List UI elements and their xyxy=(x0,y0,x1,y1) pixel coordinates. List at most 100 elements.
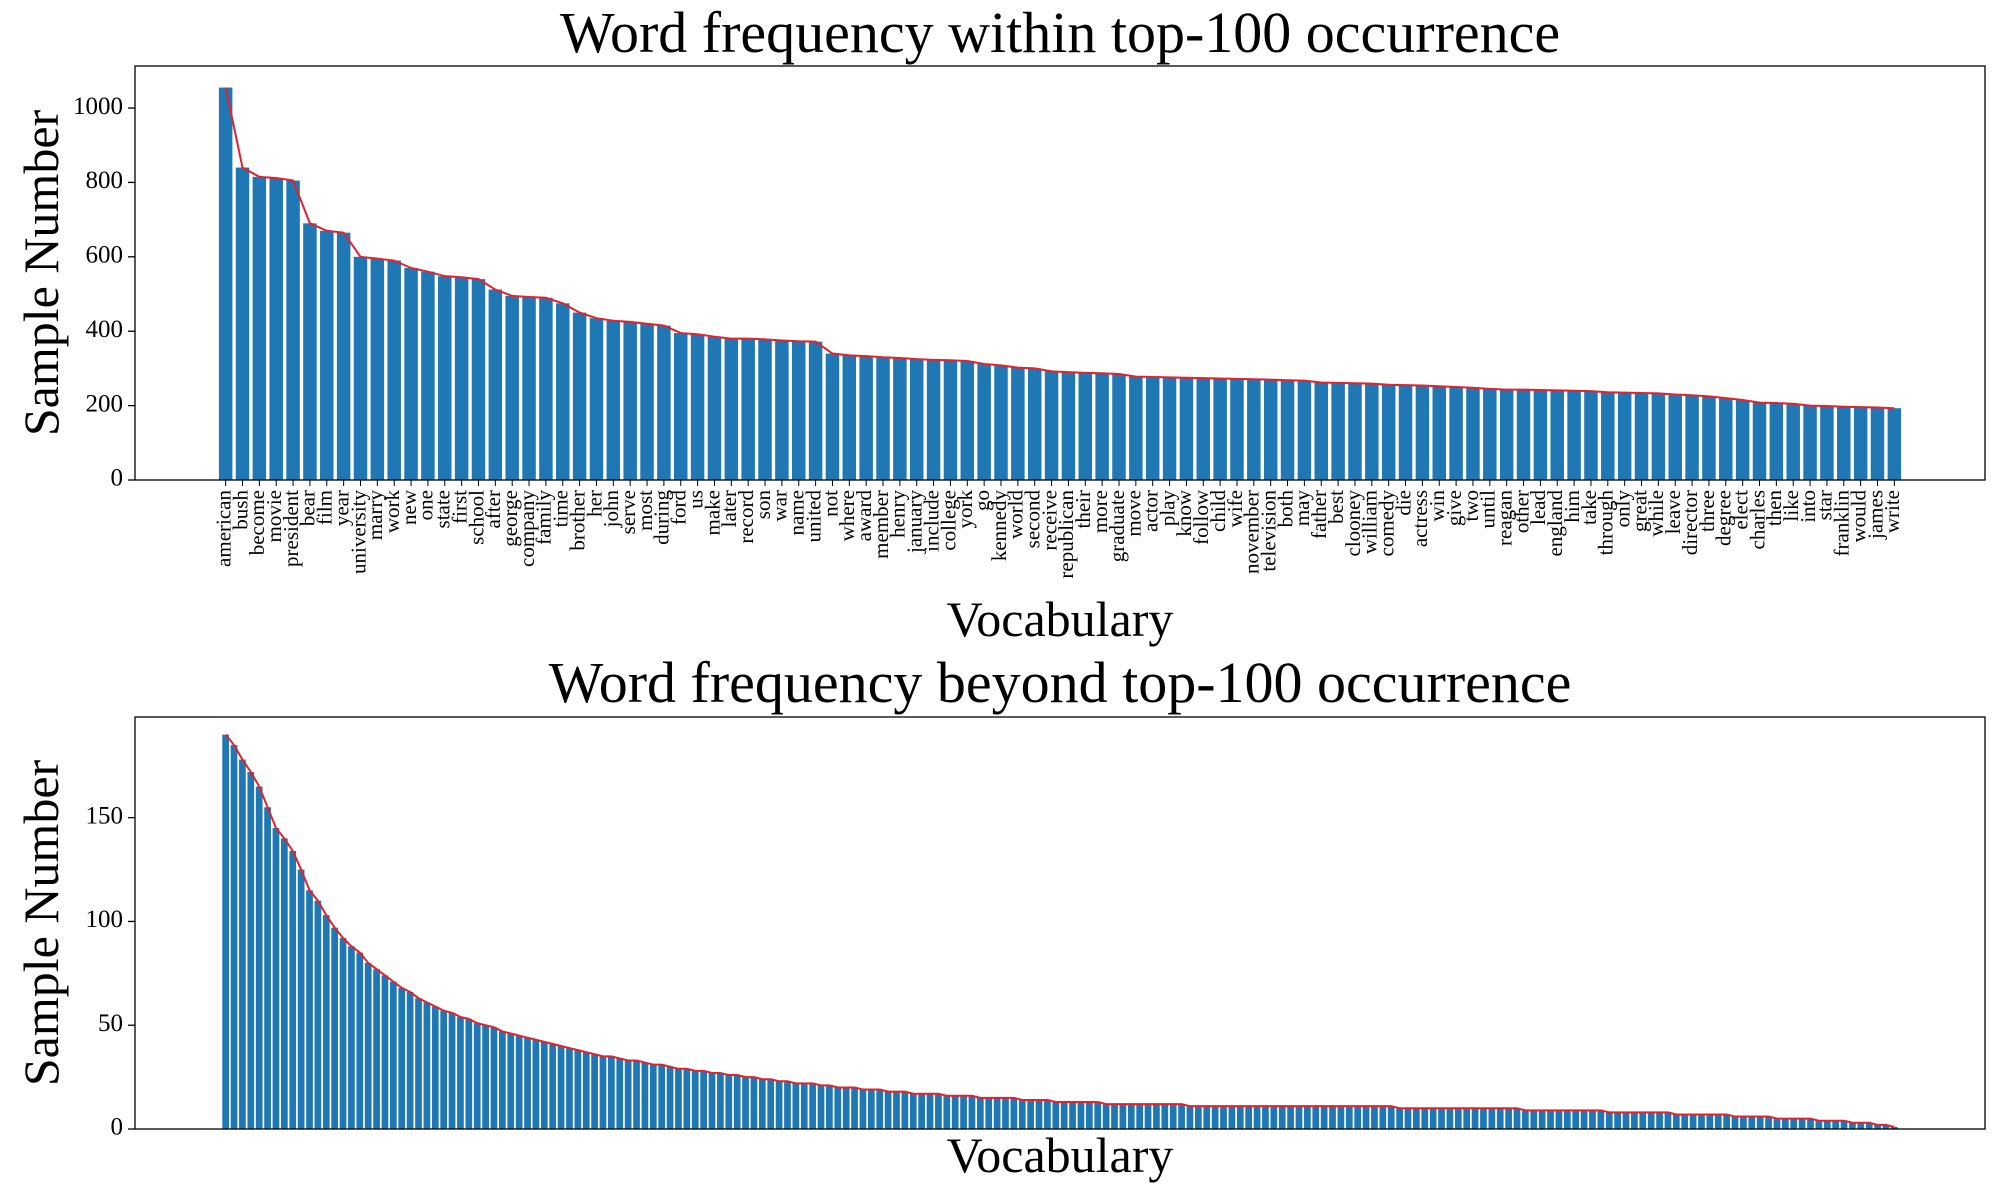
x-tick-label: her xyxy=(582,490,606,517)
x-tick-label: follow xyxy=(1189,489,1213,545)
x-tick-label: clooney xyxy=(1341,490,1365,557)
x-tick-label: director xyxy=(1678,490,1702,555)
x-tick-label: new xyxy=(397,489,421,525)
x-tick-label: second xyxy=(1021,490,1045,549)
bar xyxy=(842,1087,850,1129)
x-tick-label: later xyxy=(717,490,741,527)
x-tick-label: father xyxy=(1307,490,1331,539)
bar xyxy=(339,938,347,1129)
bar xyxy=(1689,1114,1697,1129)
x-tick-label: both xyxy=(1273,490,1297,528)
bar xyxy=(1446,1108,1454,1129)
bar xyxy=(960,1095,967,1129)
x-tick-label: state xyxy=(431,490,455,528)
bar xyxy=(488,289,503,480)
x-tick-label: leave xyxy=(1661,490,1685,534)
x-tick-label: first xyxy=(447,490,471,524)
x-tick-label: their xyxy=(1071,490,1095,528)
bar xyxy=(758,1079,766,1129)
bar xyxy=(370,258,385,480)
bar xyxy=(1413,1108,1420,1129)
bar xyxy=(230,745,238,1129)
bar xyxy=(1513,1108,1521,1129)
bar xyxy=(515,1035,523,1129)
bar xyxy=(1567,390,1581,480)
bar xyxy=(1129,376,1143,480)
bar xyxy=(1668,394,1682,480)
bar xyxy=(1111,1104,1118,1129)
bar xyxy=(1381,384,1396,480)
bar xyxy=(700,1070,707,1129)
y-tick-label: 400 xyxy=(86,316,124,343)
bar xyxy=(582,1052,590,1129)
bar xyxy=(1320,1106,1328,1129)
bar xyxy=(348,946,355,1129)
bar xyxy=(725,1075,733,1129)
bar xyxy=(1421,1108,1429,1129)
bar xyxy=(320,230,334,480)
bar xyxy=(1740,1116,1747,1129)
bar xyxy=(1617,392,1632,480)
bar xyxy=(1639,1112,1647,1129)
x-tick-label: take xyxy=(1577,490,1601,525)
bar xyxy=(1119,1104,1127,1129)
bar xyxy=(591,1054,598,1129)
bar xyxy=(1102,1104,1110,1129)
bar xyxy=(1837,406,1851,480)
bar xyxy=(1773,1118,1781,1129)
x-tick-label: american xyxy=(211,490,235,567)
bar xyxy=(421,271,435,480)
bar xyxy=(269,177,283,480)
bar xyxy=(943,360,958,480)
bar xyxy=(1790,1118,1798,1129)
x-tick-label: television xyxy=(1257,490,1281,572)
bar xyxy=(1731,1116,1739,1129)
bar xyxy=(222,734,230,1129)
x-tick-label: like xyxy=(1779,490,1803,522)
bar xyxy=(851,1087,858,1129)
bar xyxy=(532,1039,540,1129)
x-tick-label: where xyxy=(835,490,859,541)
x-tick-label: not xyxy=(818,490,842,517)
x-tick-label: write xyxy=(1880,490,1904,533)
bar xyxy=(641,1062,649,1129)
bar xyxy=(1634,392,1649,480)
bar xyxy=(1748,1116,1756,1129)
bar xyxy=(1061,372,1076,480)
bar xyxy=(1270,1106,1278,1129)
bar xyxy=(1398,385,1413,480)
trend-line xyxy=(224,734,1895,1128)
bar xyxy=(438,276,452,480)
x-tick-label: would xyxy=(1846,490,1870,543)
bar xyxy=(1735,400,1750,480)
bar xyxy=(707,336,722,480)
x-tick-label: him xyxy=(1560,490,1584,523)
x-tick-label: more xyxy=(1088,490,1112,533)
bar xyxy=(1348,383,1362,480)
bar xyxy=(1247,379,1261,480)
bar xyxy=(1887,408,1902,480)
x-tick-label: most xyxy=(633,490,657,531)
x-tick-label: two xyxy=(1459,490,1483,522)
bar xyxy=(1656,1112,1663,1129)
x-tick-label: actress xyxy=(1408,490,1432,547)
x-tick-label: die xyxy=(1391,490,1415,516)
x-tick-label: become xyxy=(245,490,269,555)
bar xyxy=(1060,1102,1068,1129)
bar xyxy=(1112,373,1126,480)
bar xyxy=(1144,1104,1152,1129)
x-tick-label: work xyxy=(380,490,404,534)
x-tick-label: william xyxy=(1358,490,1382,554)
bar xyxy=(1597,1110,1605,1129)
bar xyxy=(1664,1112,1672,1129)
bar xyxy=(454,277,469,480)
bar xyxy=(1698,1114,1705,1129)
bar xyxy=(1832,1120,1840,1129)
x-tick-label: great xyxy=(1627,490,1651,532)
x-tick-label: england xyxy=(1543,490,1567,557)
x-tick-label: company xyxy=(515,490,539,567)
bar xyxy=(336,232,351,480)
bar xyxy=(884,1091,892,1129)
bar xyxy=(1027,368,1042,480)
bar xyxy=(809,1083,816,1129)
